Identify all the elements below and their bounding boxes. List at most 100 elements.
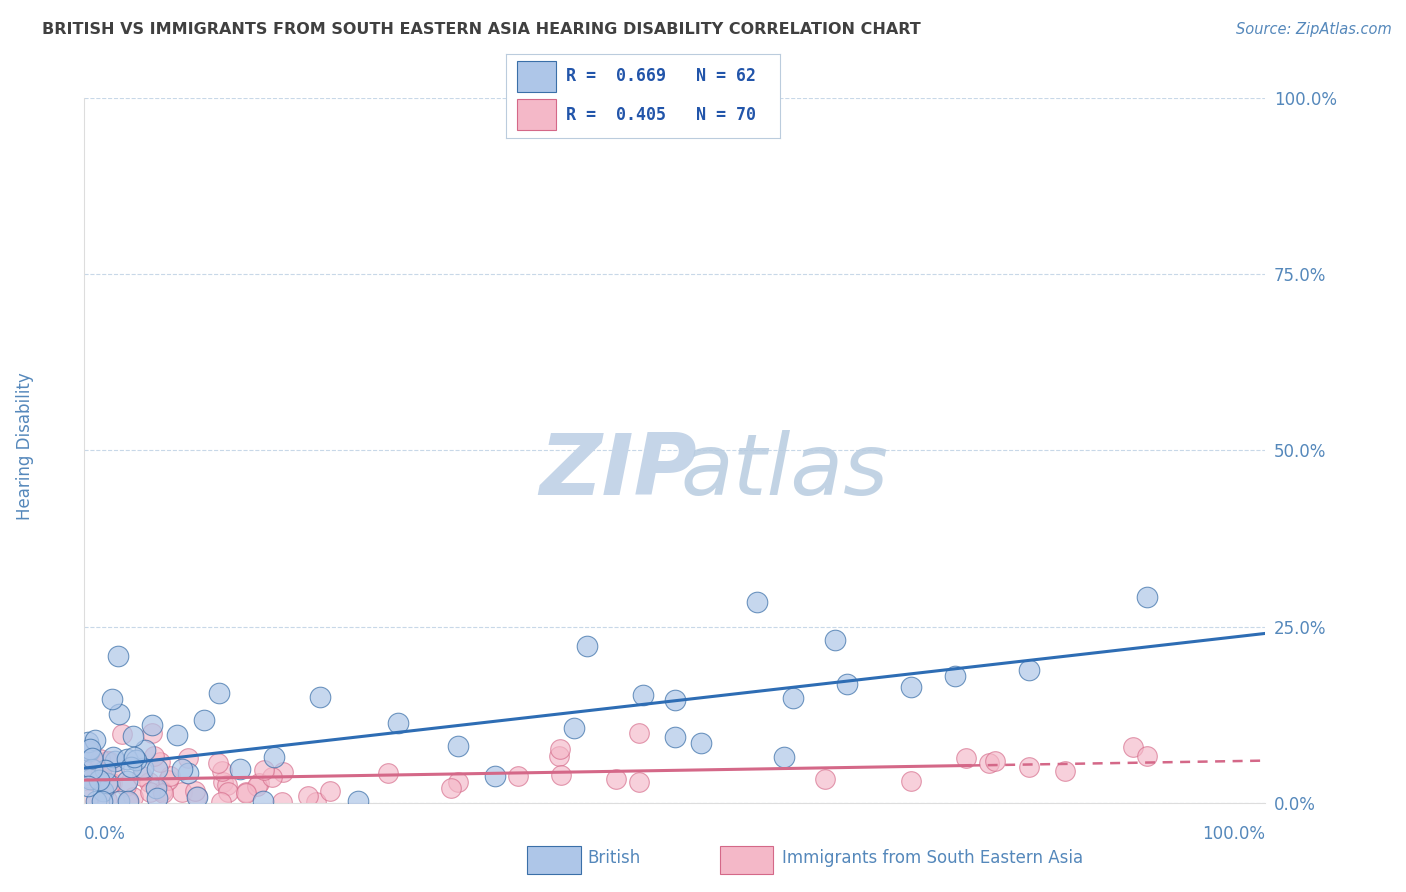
Point — [271, 764, 294, 779]
Point — [229, 763, 252, 777]
Text: 100.0%: 100.0% — [1202, 825, 1265, 843]
Point — [77, 735, 100, 749]
Point — [90, 771, 112, 785]
Point — [141, 718, 163, 732]
Point — [87, 773, 110, 788]
Point — [235, 786, 257, 800]
Point — [184, 784, 207, 798]
Point — [447, 774, 470, 789]
Point — [76, 792, 98, 806]
Point — [79, 745, 101, 759]
Bar — [517, 99, 555, 130]
Point — [149, 755, 172, 769]
Point — [117, 795, 139, 809]
Point — [98, 754, 121, 768]
Point — [79, 741, 101, 756]
Point — [122, 789, 145, 804]
Point — [96, 793, 118, 807]
Point — [211, 764, 233, 778]
Point — [212, 775, 235, 789]
Point — [208, 686, 231, 700]
Point — [207, 756, 229, 770]
Text: R =  0.405   N = 70: R = 0.405 N = 70 — [567, 105, 756, 123]
Point — [177, 751, 200, 765]
Point — [87, 762, 110, 776]
Point — [146, 790, 169, 805]
Point — [690, 735, 713, 749]
Point — [91, 784, 114, 798]
Point — [309, 690, 332, 704]
Point — [260, 770, 283, 784]
Point — [297, 789, 319, 803]
Point — [122, 729, 145, 743]
Point — [141, 726, 163, 740]
Point — [253, 764, 276, 778]
Point — [146, 762, 169, 776]
Point — [605, 772, 627, 786]
Text: ZIP: ZIP — [538, 430, 697, 513]
Point — [84, 794, 107, 808]
Text: Immigrants from South Eastern Asia: Immigrants from South Eastern Asia — [782, 849, 1083, 867]
Point — [115, 752, 138, 766]
Point — [80, 751, 103, 765]
Text: British: British — [588, 849, 641, 867]
Point — [447, 739, 470, 753]
Point — [108, 706, 131, 721]
Point — [1136, 748, 1159, 763]
Point — [90, 765, 112, 780]
Point — [387, 716, 409, 731]
Text: Source: ZipAtlas.com: Source: ZipAtlas.com — [1236, 22, 1392, 37]
Point — [837, 677, 859, 691]
Point — [103, 764, 125, 778]
Point — [142, 749, 165, 764]
Point — [120, 760, 142, 774]
Point — [217, 778, 239, 792]
Point — [814, 772, 837, 786]
Text: atlas: atlas — [681, 430, 889, 513]
Text: BRITISH VS IMMIGRANTS FROM SOUTH EASTERN ASIA HEARING DISABILITY CORRELATION CHA: BRITISH VS IMMIGRANTS FROM SOUTH EASTERN… — [42, 22, 921, 37]
Point — [117, 794, 139, 808]
Point — [575, 639, 598, 653]
Text: R =  0.669   N = 62: R = 0.669 N = 62 — [567, 68, 756, 86]
Point — [157, 773, 180, 788]
Point — [138, 775, 160, 789]
Point — [506, 769, 529, 783]
Point — [548, 748, 571, 763]
Point — [270, 795, 292, 809]
Point — [159, 769, 181, 783]
Point — [186, 790, 208, 805]
Point — [550, 742, 572, 756]
Point — [977, 756, 1000, 771]
Point — [132, 761, 155, 775]
Point — [134, 743, 156, 757]
Point — [84, 733, 107, 747]
Point — [664, 731, 686, 745]
Point — [824, 632, 846, 647]
Point — [139, 785, 162, 799]
Point — [103, 750, 125, 764]
Point — [1018, 664, 1040, 678]
Point — [115, 773, 138, 788]
Point — [347, 794, 370, 808]
Point — [246, 779, 269, 793]
Point — [101, 775, 124, 789]
Point — [252, 794, 274, 808]
Point — [90, 794, 112, 808]
Point — [145, 780, 167, 795]
Point — [107, 794, 129, 808]
Point — [77, 744, 100, 758]
Point — [955, 751, 977, 765]
Point — [319, 784, 342, 798]
Text: 0.0%: 0.0% — [84, 825, 127, 843]
Point — [943, 669, 966, 683]
Point — [166, 728, 188, 742]
Point — [1018, 760, 1040, 774]
Point — [484, 768, 506, 782]
Point — [96, 754, 118, 768]
Text: Hearing Disability: Hearing Disability — [17, 372, 34, 520]
Point — [152, 786, 174, 800]
Point — [107, 649, 129, 664]
Point — [177, 765, 200, 780]
Point — [631, 689, 654, 703]
Point — [263, 750, 285, 764]
